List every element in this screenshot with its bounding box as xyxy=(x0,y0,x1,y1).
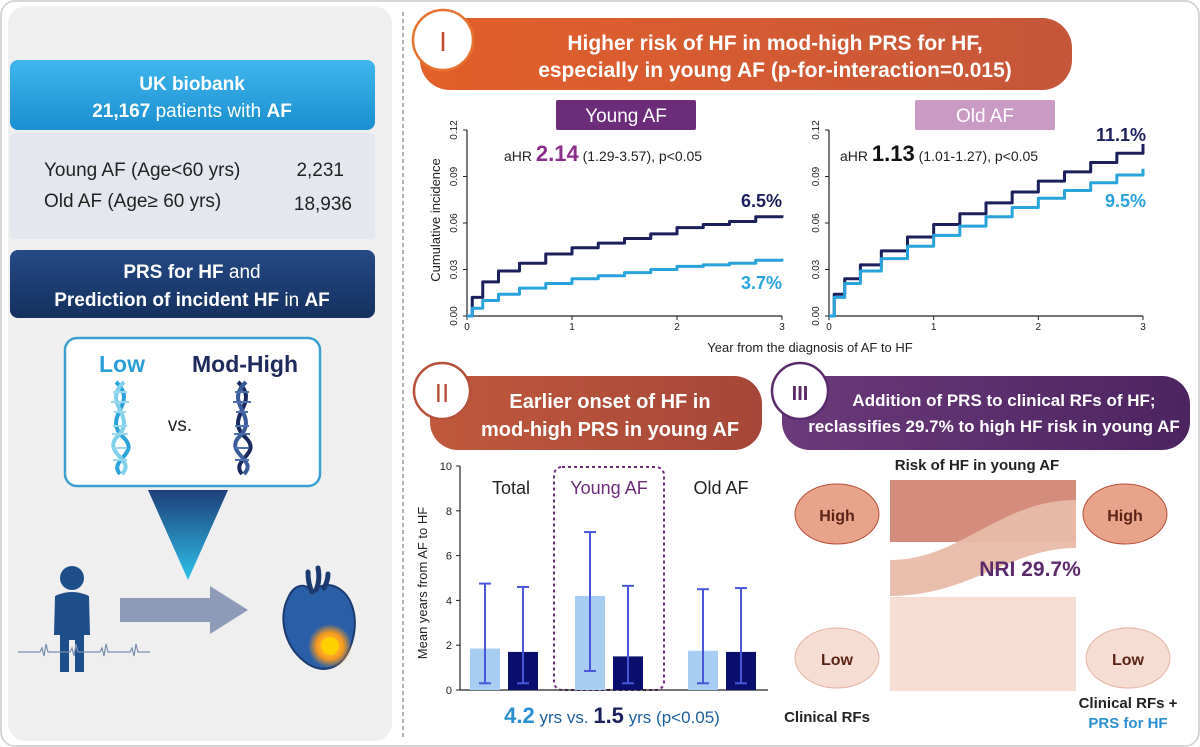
section-3-header: III Addition of PRS to clinical RFs of H… xyxy=(770,361,1190,450)
section-1-badge: I xyxy=(439,26,447,57)
old-km-y-tick-label: 0.00 xyxy=(811,306,822,326)
section-1-header: I Higher risk of HF in mod-high PRS for … xyxy=(411,8,1072,90)
dna-low-icon xyxy=(111,380,131,476)
prs-subtitle: Prediction of incident HF in AF xyxy=(54,290,330,311)
low-prs-label: Low xyxy=(99,351,145,377)
onset-result: 4.2 yrs vs. 1.5 yrs (p<0.05) xyxy=(504,703,720,728)
young-af-label: Young AF (Age<60 yrs) xyxy=(44,160,240,181)
young-km-y-tick-label: 0.03 xyxy=(449,259,460,279)
old-km-x-tick-label: 2 xyxy=(1036,322,1042,333)
old-high-pct: 11.1% xyxy=(1096,125,1146,145)
cohort-title: UK biobank xyxy=(139,74,245,95)
young-km-y-tick-label: 0.09 xyxy=(449,166,460,186)
clinical-prs-label-line2: PRS for HF xyxy=(1088,715,1167,732)
young-km-y-tick-label: 0.00 xyxy=(449,306,460,326)
old-km-series-modhigh-line xyxy=(829,143,1145,318)
section-3-badge: III xyxy=(792,383,809,405)
bar-y-tick-label: 6 xyxy=(446,551,452,563)
bar-group-young: Young AF xyxy=(570,478,647,498)
section-3-title-line1: Addition of PRS to clinical RFs of HF; xyxy=(852,391,1155,410)
bar-group-total: Total xyxy=(492,478,530,498)
clinical-prs-label-line1: Clinical RFs + xyxy=(1079,695,1178,712)
cohort-header: UK biobank 21,167 patients with AF xyxy=(10,60,375,130)
young-km-x-tick-label: 2 xyxy=(674,322,680,333)
old-km-x-tick-label: 1 xyxy=(931,322,937,333)
high-risk-left-node xyxy=(794,483,880,545)
section-2-badge: II xyxy=(435,378,449,408)
young-km-series-modhigh-line xyxy=(467,215,784,318)
old-km-y-tick-label: 0.09 xyxy=(811,166,822,186)
young-low-pct: 3.7% xyxy=(741,273,782,293)
low-risk-right-label: Low xyxy=(1112,652,1145,669)
risk-title: Risk of HF in young AF xyxy=(895,457,1059,474)
low-risk-left-label: Low xyxy=(821,652,854,669)
km-xlabel: Year from the diagnosis of AF to HF xyxy=(707,340,913,355)
heart-icon xyxy=(282,565,356,670)
bar-group-old: Old AF xyxy=(693,478,748,498)
young-af-tag xyxy=(556,100,696,130)
bar-y-tick-label: 0 xyxy=(446,685,452,697)
young-km-x-tick-label: 3 xyxy=(779,322,785,333)
old-af-tag-label: Old AF xyxy=(956,106,1014,127)
onset-bar-chart: 0 2 4 6 8 10 xyxy=(440,461,768,697)
clinical-rfs-label: Clinical RFs xyxy=(784,709,870,726)
young-km-x-tick-label: 0 xyxy=(464,322,470,333)
bar-y-tick-label: 8 xyxy=(446,506,452,518)
old-af-count: 18,936 xyxy=(294,194,352,215)
old-km-series-low-line xyxy=(829,168,1145,318)
old-low-pct: 9.5% xyxy=(1105,191,1146,211)
old-ahr: aHR 1.13 (1.01-1.27), p<0.05 xyxy=(840,141,1038,166)
young-km-x-tick-label: 1 xyxy=(569,322,575,333)
young-af-km-chart: 0.00 0.03 0.06 0.09 0.12 0 1 2 3 xyxy=(449,120,785,333)
low-risk-left-node xyxy=(794,627,880,689)
section-2-header: II Earlier onset of HF in mod-high PRS i… xyxy=(412,361,762,450)
young-km-series-low-line xyxy=(467,258,784,318)
young-high-pct: 6.5% xyxy=(741,191,782,211)
section-3-title-line2: reclassifies 29.7% to high HF risk in yo… xyxy=(808,417,1180,436)
modhigh-prs-label: Mod-High xyxy=(192,351,298,377)
old-af-label: Old AF (Age≥ 60 yrs) xyxy=(44,191,221,212)
ecg-trace-icon xyxy=(18,643,150,657)
section-2-title-line2: mod-high PRS in young AF xyxy=(481,419,739,441)
bar-y-tick-label: 10 xyxy=(440,461,452,473)
cohort-counts: Young AF (Age<60 yrs) 2,231 Old AF (Age≥… xyxy=(10,133,375,239)
old-af-tag xyxy=(915,100,1055,130)
young-ahr: aHR 2.14 (1.29-3.57), p<0.05 xyxy=(504,141,702,166)
high-risk-right-node xyxy=(1082,483,1168,545)
section-1-title-line2: especially in young AF (p-for-interactio… xyxy=(538,59,1012,82)
high-risk-right-label: High xyxy=(1107,508,1143,525)
prs-header: PRS for HF and Prediction of incident HF… xyxy=(10,250,375,318)
vs-label: vs. xyxy=(168,415,192,436)
young-af-count: 2,231 xyxy=(296,160,344,181)
old-km-x-tick-label: 0 xyxy=(826,322,832,333)
old-af-km-chart: 0.00 0.03 0.06 0.09 0.12 0 1 2 3 xyxy=(811,120,1146,333)
reclassification-sankey: NRI 29.7% xyxy=(890,480,1081,691)
old-km-y-tick-label: 0.12 xyxy=(811,120,822,140)
section-2-title-line1: Earlier onset of HF in xyxy=(509,391,710,413)
section-1-title-line1: Higher risk of HF in mod-high PRS for HF… xyxy=(567,32,982,55)
cohort-subtitle: 21,167 patients with AF xyxy=(92,101,292,122)
bar-y-tick-label: 2 xyxy=(446,640,452,652)
young-af-tag-label: Young AF xyxy=(585,106,667,127)
old-km-x-tick-label: 3 xyxy=(1140,322,1146,333)
prediction-funnel xyxy=(148,490,228,580)
young-km-y-tick-label: 0.12 xyxy=(449,120,460,140)
prs-title: PRS for HF and xyxy=(123,262,260,283)
nri-label: NRI 29.7% xyxy=(979,558,1081,581)
bar-ylabel: Mean years from AF to HF xyxy=(415,507,430,659)
bar-y-tick-label: 4 xyxy=(446,595,452,607)
arrow-icon xyxy=(120,586,248,634)
dna-modhigh-icon xyxy=(233,380,253,476)
young-km-y-tick-label: 0.06 xyxy=(449,213,460,233)
old-km-y-tick-label: 0.06 xyxy=(811,213,822,233)
km-ylabel: Cumulative incidence xyxy=(428,158,443,282)
high-risk-left-label: High xyxy=(819,508,855,525)
old-km-y-tick-label: 0.03 xyxy=(811,259,822,279)
low-risk-right-node xyxy=(1085,627,1171,689)
